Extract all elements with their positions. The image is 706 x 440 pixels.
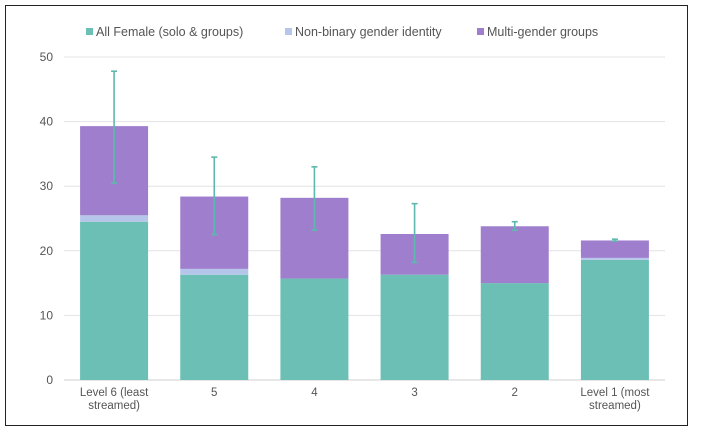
bar-segment-all-female	[380, 274, 449, 380]
bar-segment-non-binary	[580, 257, 649, 260]
y-tick-label: 0	[46, 373, 53, 387]
legend-label: All Female (solo & groups)	[96, 25, 243, 39]
legend-swatch	[86, 28, 93, 35]
legend-label: Multi-gender groups	[487, 25, 598, 39]
x-tick-label: streamed)	[589, 400, 641, 412]
gridlines	[64, 56, 665, 381]
x-tick-label: 4	[311, 387, 318, 399]
x-tick-label: Level 1 (most	[580, 387, 650, 399]
bar-segment-all-female	[180, 274, 249, 380]
bar-segment-all-female	[580, 259, 649, 380]
y-tick-label: 30	[40, 179, 54, 193]
y-tick-label: 40	[40, 115, 54, 129]
y-tick-label: 10	[40, 308, 54, 322]
legend-swatch	[285, 28, 292, 35]
bars	[80, 126, 649, 380]
bar-segment-all-female	[480, 283, 549, 380]
legend-label: Non-binary gender identity	[295, 25, 442, 39]
x-tick-label: Level 6 (least	[80, 387, 149, 399]
y-tick-label: 20	[40, 244, 54, 258]
x-tick-label: 3	[411, 387, 417, 399]
x-tick-label: 5	[211, 387, 217, 399]
legend-swatch	[477, 28, 484, 35]
bar-segment-multi-gender	[580, 240, 649, 258]
y-tick-label: 50	[40, 50, 54, 64]
y-axis-ticks: 0 10 20 30 40 50	[40, 50, 54, 387]
bar-segment-non-binary	[80, 215, 149, 222]
bar-segment-all-female	[280, 278, 349, 380]
error-bars	[111, 70, 618, 264]
bar-segment-all-female	[80, 221, 149, 380]
bar-segment-non-binary	[180, 268, 249, 275]
bar-segment-multi-gender	[480, 226, 549, 284]
x-tick-label: 2	[512, 387, 518, 399]
legend: All Female (solo & groups) Non-binary gen…	[86, 25, 598, 39]
x-tick-label: streamed)	[88, 400, 140, 412]
